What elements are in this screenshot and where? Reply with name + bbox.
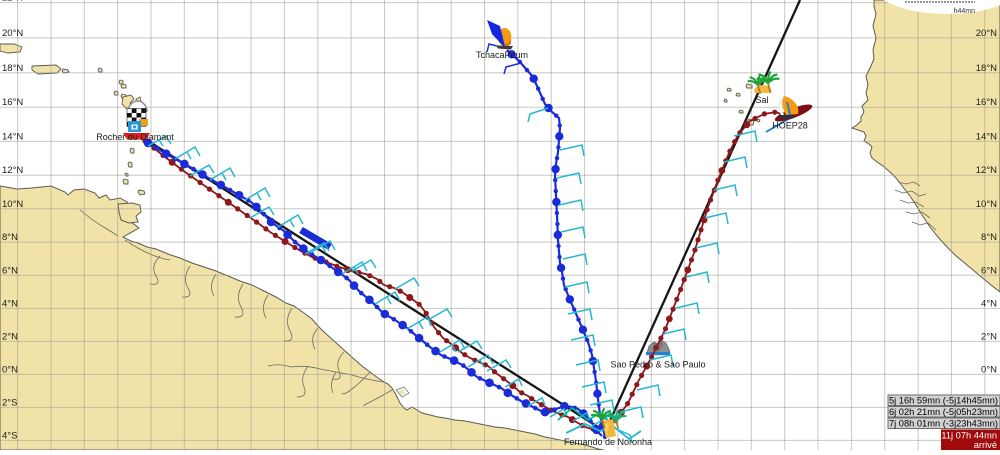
svg-text:10°N: 10°N (976, 199, 997, 210)
svg-text:14°N: 14°N (976, 131, 997, 142)
svg-text:16°N: 16°N (2, 97, 23, 108)
svg-text:0°N: 0°N (981, 364, 997, 375)
svg-text:8°N: 8°N (2, 232, 18, 243)
svg-text:4°N: 4°N (2, 298, 18, 309)
svg-text:Sao Pedro & Sao Paulo: Sao Pedro & Sao Paulo (610, 360, 705, 370)
svg-text:2°N: 2°N (2, 331, 18, 342)
svg-text:22°N: 22°N (2, 0, 23, 4)
svg-text:20°N: 20°N (976, 28, 997, 39)
svg-text:6°N: 6°N (2, 265, 18, 276)
svg-text:2°S: 2°S (2, 397, 17, 408)
svg-text:6j 02h 21mn (-5j05h23mn): 6j 02h 21mn (-5j05h23mn) (889, 407, 998, 417)
svg-text:18°N: 18°N (976, 63, 997, 74)
svg-text:10°N: 10°N (2, 199, 23, 210)
svg-text:8°N: 8°N (981, 232, 997, 243)
svg-text:12°N: 12°N (2, 165, 23, 176)
svg-text:6°N: 6°N (981, 265, 997, 276)
svg-text:5j 16h 59mn (-5j14h45mn): 5j 16h 59mn (-5j14h45mn) (889, 396, 998, 406)
svg-text:Sal: Sal (755, 95, 768, 105)
svg-text:2°N: 2°N (981, 331, 997, 342)
svg-text:h44mn: h44mn (954, 8, 976, 15)
svg-text:arrivé: arrivé (974, 440, 997, 450)
svg-text:Rocher du Diamant: Rocher du Diamant (96, 132, 174, 142)
svg-text:TchacaPoum: TchacaPoum (476, 50, 528, 60)
svg-text:HOEP28: HOEP28 (772, 121, 808, 131)
svg-text:4°N: 4°N (981, 298, 997, 309)
svg-text:11j 07h 44mn: 11j 07h 44mn (941, 431, 997, 441)
svg-text:14°N: 14°N (2, 131, 23, 142)
svg-text:18°N: 18°N (2, 63, 23, 74)
svg-text:0°N: 0°N (2, 364, 18, 375)
svg-text:Fernando de Noronha: Fernando de Noronha (564, 437, 652, 447)
svg-text:20°N: 20°N (2, 28, 23, 39)
svg-text:7j 08h 01mn (-3j23h43mn): 7j 08h 01mn (-3j23h43mn) (889, 419, 998, 429)
svg-text:16°N: 16°N (976, 97, 997, 108)
svg-text:12°N: 12°N (976, 165, 997, 176)
svg-text:4°S: 4°S (2, 430, 17, 441)
